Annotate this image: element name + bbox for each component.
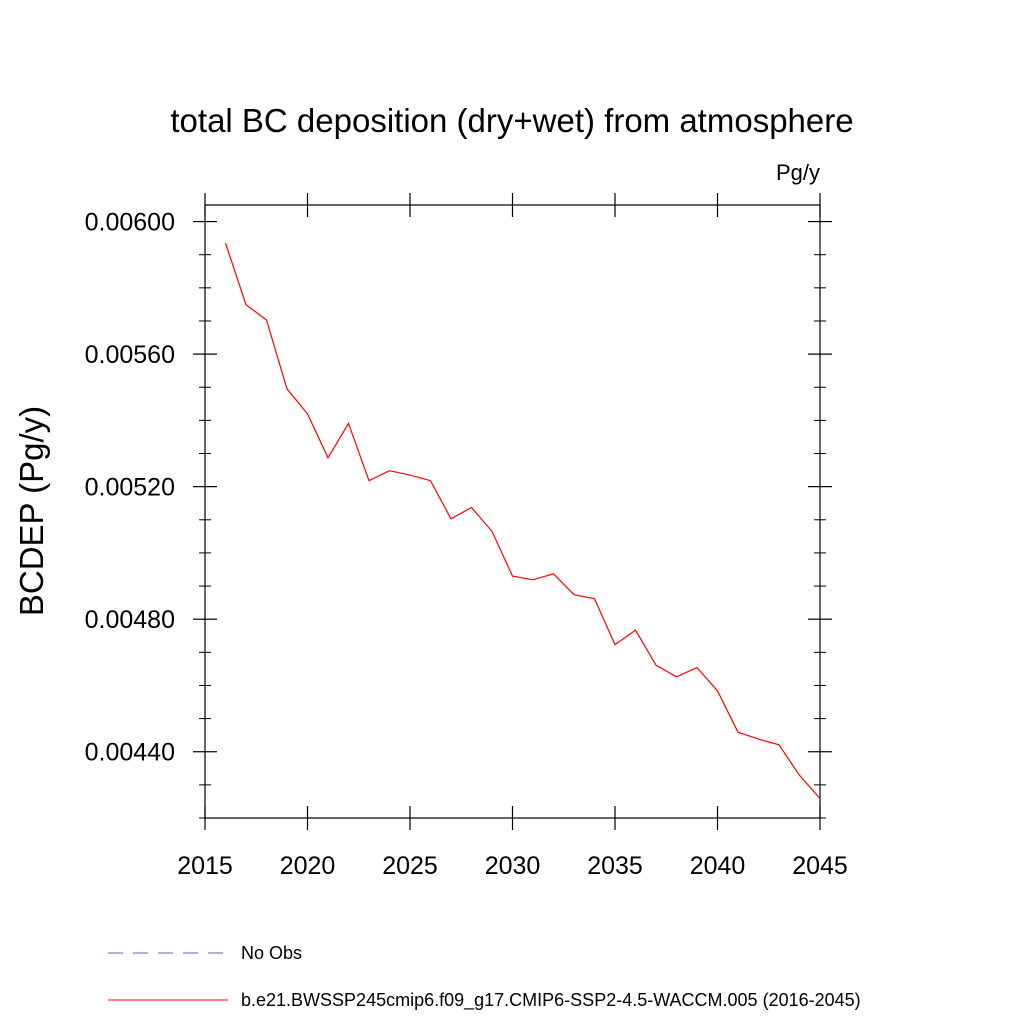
y-tick-label: 0.00600 [85, 209, 175, 237]
x-tick-label: 2015 [177, 852, 233, 880]
x-tick-label: 2045 [792, 852, 848, 880]
legend-label: No Obs [241, 943, 302, 963]
x-tick-label: 2020 [280, 852, 336, 880]
series-group [224, 242, 821, 799]
legend: No Obs b.e21.BWSSP245cmip6.f09_g17.CMIP6-… [108, 943, 861, 1011]
y-tick-label: 0.00560 [85, 341, 175, 369]
x-tick-label: 2030 [485, 852, 541, 880]
legend-label: b.e21.BWSSP245cmip6.f09_g17.CMIP6-SSP2-4… [241, 990, 861, 1011]
x-tick-label: 2040 [690, 852, 746, 880]
units-label: Pg/y [776, 160, 820, 185]
x-tick-label: 2035 [587, 852, 643, 880]
chart-title: total BC deposition (dry+wet) from atmos… [170, 102, 853, 139]
x-tick-label: 2025 [382, 852, 438, 880]
y-tick-label: 0.00440 [85, 739, 175, 767]
plot-frame [204, 204, 821, 819]
axes: 2015 2020 2025 2030 2035 2040 2045 0.00440 0.004… [85, 193, 848, 880]
y-tick-label: 0.00520 [85, 474, 175, 502]
series-line [224, 242, 821, 799]
y-tick-label: 0.00480 [85, 606, 175, 634]
y-axis-label: BCDEP (Pg/y) [13, 406, 50, 616]
